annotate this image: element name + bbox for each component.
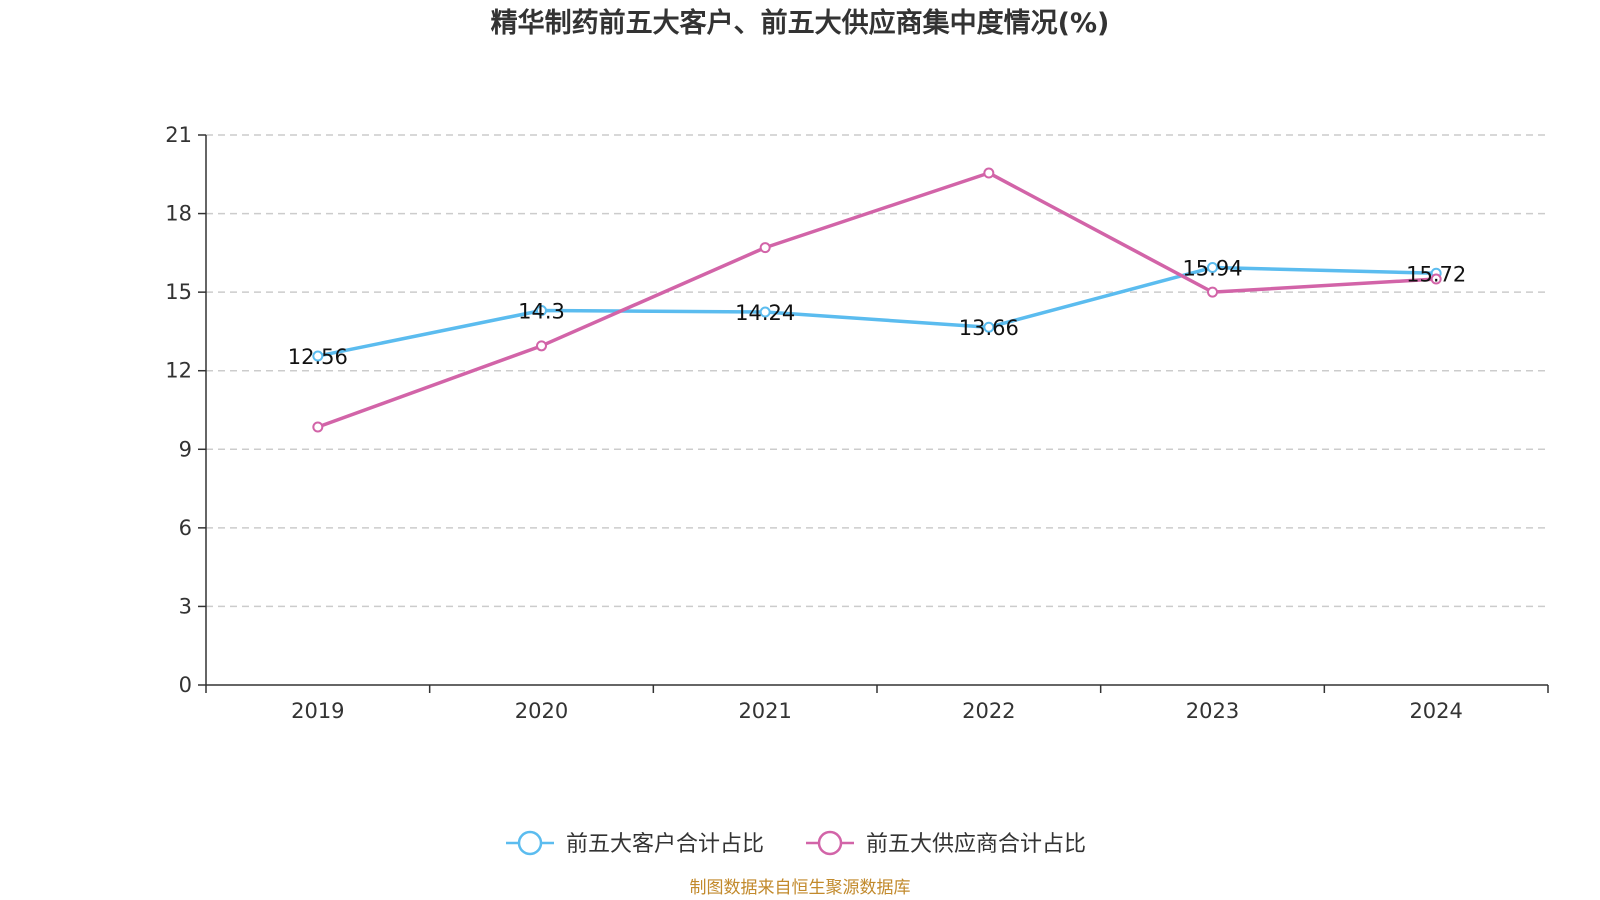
data-label: 14.3 <box>518 299 565 323</box>
legend[interactable]: 前五大客户合计占比 前五大供应商合计占比 <box>506 830 1086 857</box>
x-tick-label: 2021 <box>738 699 791 723</box>
data-label: 15.72 <box>1406 262 1466 286</box>
x-tick-label: 2022 <box>962 699 1015 723</box>
data-point[interactable] <box>759 306 771 318</box>
data-point[interactable] <box>1207 286 1218 298</box>
data-labels: 12.56 14.3 14.24 13.66 15.94 15.72 <box>288 257 1466 370</box>
data-label: 13.66 <box>959 316 1019 340</box>
x-tick-label: 2020 <box>515 699 568 723</box>
data-label: 12.56 <box>288 345 348 369</box>
series-group <box>312 167 1442 433</box>
series-line <box>317 171 1437 429</box>
source-note: 制图数据来自恒生聚源数据库 <box>690 878 911 898</box>
data-point[interactable] <box>312 421 324 433</box>
data-point[interactable] <box>983 321 995 333</box>
x-tick-label: 2019 <box>291 699 344 723</box>
x-tick-label: 2023 <box>1186 699 1239 723</box>
y-tick-label: 18 <box>165 202 192 226</box>
y-tick-label: 3 <box>179 594 192 618</box>
y-tick-label: 0 <box>179 673 192 697</box>
data-point[interactable] <box>1207 262 1218 274</box>
legend-marker-icon[interactable] <box>817 830 843 856</box>
data-point[interactable] <box>536 340 547 352</box>
data-point[interactable] <box>1430 273 1442 285</box>
x-tick-label: 2024 <box>1409 699 1462 723</box>
series-line <box>317 265 1437 358</box>
legend-label[interactable]: 前五大客户合计占比 <box>566 832 764 857</box>
y-tick-label: 6 <box>179 516 192 540</box>
data-point[interactable] <box>759 242 771 254</box>
data-point[interactable] <box>312 350 324 362</box>
y-tick-label: 15 <box>165 280 192 304</box>
grid-lines <box>206 134 1548 608</box>
data-label: 14.24 <box>735 301 795 325</box>
y-tick-label: 12 <box>165 359 192 383</box>
y-tick-label: 21 <box>165 123 192 147</box>
data-label: 15.94 <box>1182 257 1242 281</box>
legend-label[interactable]: 前五大供应商合计占比 <box>866 832 1086 857</box>
y-tick-label: 9 <box>179 437 192 461</box>
data-point[interactable] <box>983 167 995 179</box>
chart-title: 精华制药前五大客户、前五大供应商集中度情况(%) <box>491 7 1110 39</box>
data-point[interactable] <box>536 304 547 316</box>
legend-marker-icon[interactable] <box>517 830 543 856</box>
axes: 0 3 6 9 12 15 18 21 2019 2020 2021 2022 2023 2024 <box>165 123 1549 723</box>
